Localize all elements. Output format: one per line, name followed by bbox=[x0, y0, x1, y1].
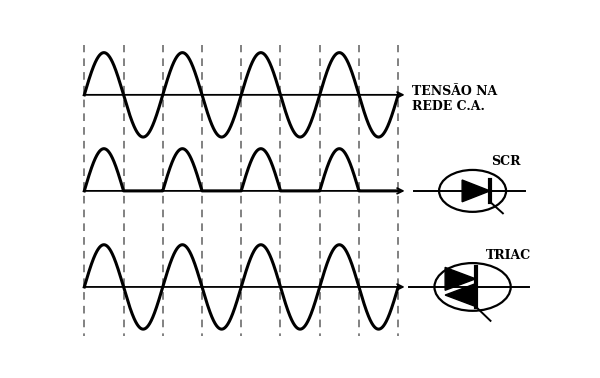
Text: SCR: SCR bbox=[491, 155, 520, 169]
Polygon shape bbox=[445, 284, 476, 307]
Text: TRIAC: TRIAC bbox=[486, 249, 531, 262]
Polygon shape bbox=[462, 180, 490, 202]
Text: TENSÃO NA
REDE C.A.: TENSÃO NA REDE C.A. bbox=[412, 85, 497, 113]
Polygon shape bbox=[445, 267, 476, 290]
